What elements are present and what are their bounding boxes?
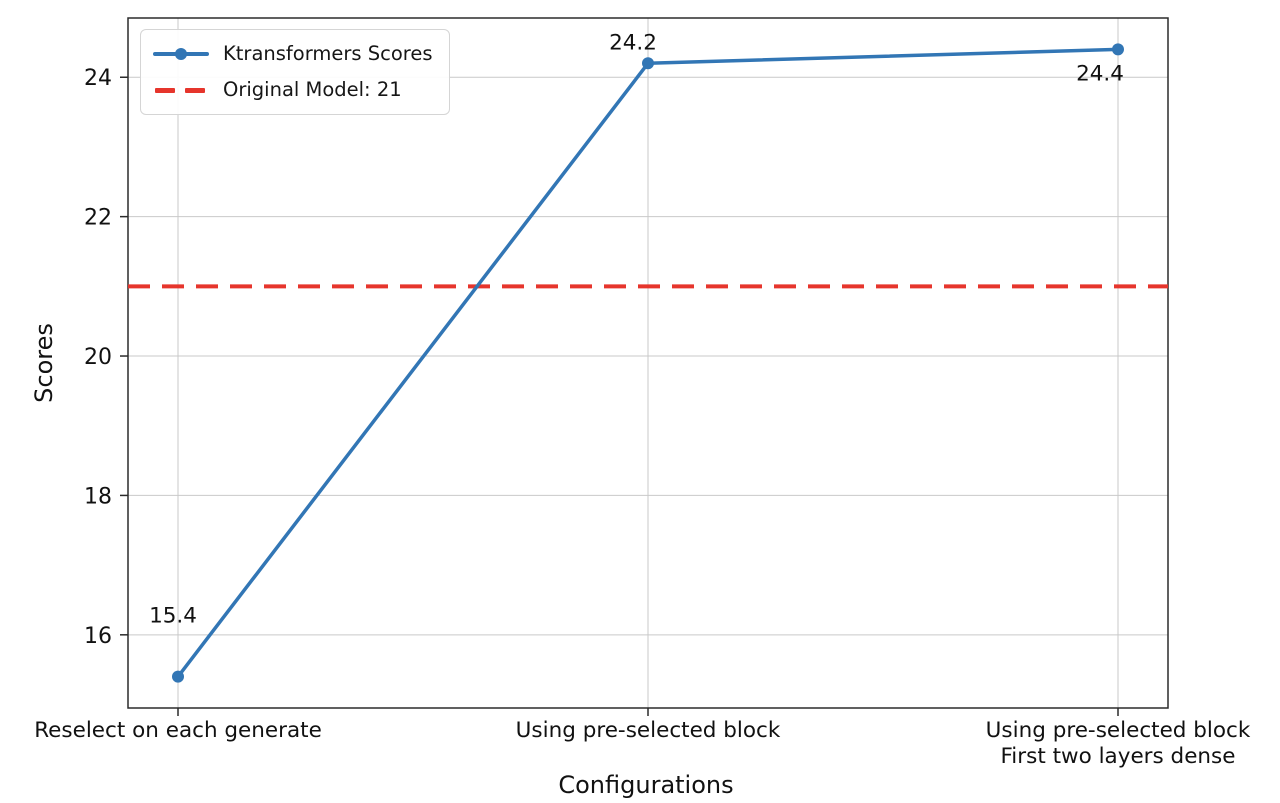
legend-dashed-sample [153,75,209,105]
data-point-label: 24.4 [1076,61,1124,86]
y-tick-label: 18 [84,484,112,509]
data-point-label: 24.2 [609,30,657,55]
legend-item-original-model: Original Model: 21 [153,75,433,105]
x-tick-label: Using pre-selected block [986,718,1251,743]
series-marker-icon [175,48,187,60]
y-tick-label: 24 [84,66,112,91]
y-tick-label: 20 [84,345,112,370]
x-tick-label: First two layers dense [1001,744,1236,769]
y-axis-label: Scores [30,323,58,403]
dashed-line-icon [185,88,205,93]
data-point-label: 15.4 [149,604,197,629]
x-tick-label: Using pre-selected block [516,718,781,743]
x-axis-label: Configurations [558,771,733,799]
data-point-marker [172,670,184,683]
legend: Ktransformers Scores Original Model: 21 [140,29,450,115]
data-point-marker [1112,43,1124,56]
y-tick-label: 16 [84,624,112,649]
legend-line-marker-sample [153,39,209,69]
x-tick-label: Reselect on each generate [34,718,322,743]
data-point-marker [642,57,654,70]
legend-label-reference: Original Model: 21 [223,78,402,101]
legend-item-ktransformers-scores: Ktransformers Scores [153,39,433,69]
dashed-line-icon [155,88,175,93]
y-tick-label: 22 [84,206,112,231]
legend-label-series: Ktransformers Scores [223,42,433,65]
